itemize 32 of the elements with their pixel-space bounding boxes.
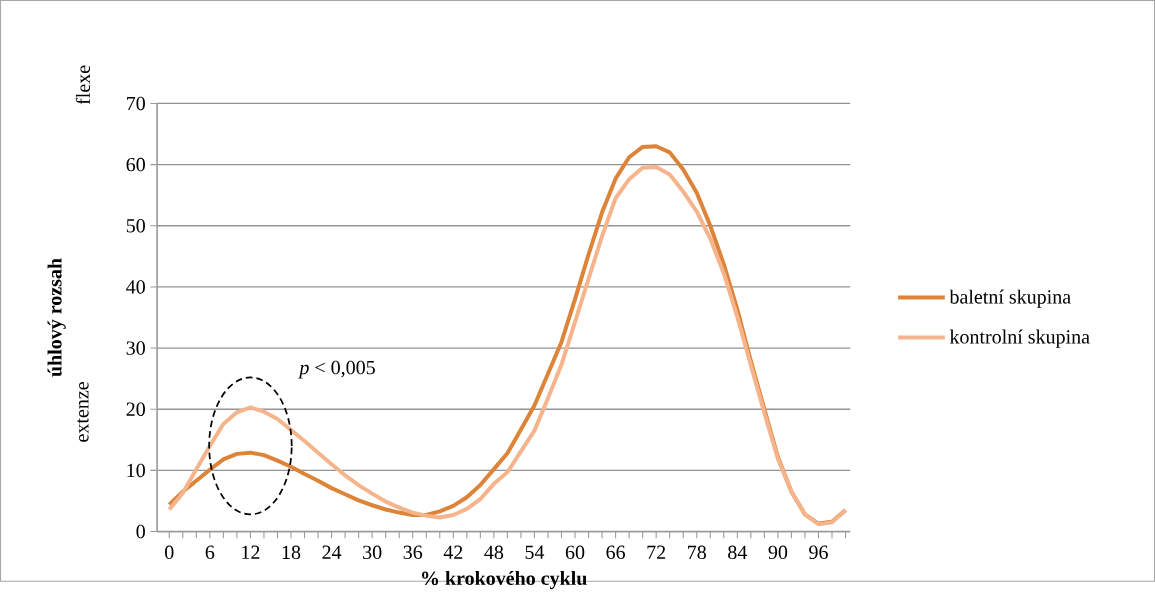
y-tick-label: 30: [126, 341, 145, 356]
x-tick-label: 24: [322, 545, 342, 560]
y-tick-label: 70: [127, 96, 145, 111]
text: extenze: [77, 382, 89, 442]
x-tick-label: 0: [165, 545, 174, 560]
x-tick-label: 30: [363, 545, 382, 560]
y-tick-label: 10: [127, 463, 145, 478]
x-tick-label: 18: [282, 545, 301, 560]
x-tick-label: 84: [728, 545, 748, 560]
y-tick-label: 50: [126, 219, 145, 233]
x-tick-label: 54: [525, 545, 545, 560]
x-tick-label: 48: [484, 545, 504, 560]
x-tick-label: 78: [688, 545, 706, 560]
annotation: p < 0,005: [298, 361, 375, 379]
x-tick-label: 12: [242, 545, 260, 560]
y-tick-label: 40: [126, 280, 145, 294]
x-tick-label: 66: [606, 545, 626, 560]
y-tick-label: 60: [126, 158, 145, 172]
y-tick-label: 20: [126, 402, 145, 417]
x-axis-title: % krokového cyklu: [421, 571, 587, 590]
y-axis-title: úhlový rozsah: [47, 258, 66, 377]
legend-label: baletní skupina: [949, 289, 1071, 308]
y-tick-label: 0: [136, 525, 145, 539]
x-tick-label: 36: [403, 545, 423, 560]
x-tick-label: 90: [768, 545, 788, 560]
x-tick-label: 72: [647, 545, 666, 560]
x-tick-label: 96: [809, 545, 828, 560]
legend-label: kontrolní skupina: [949, 329, 1090, 348]
text: flexe: [75, 65, 91, 105]
x-tick-label: 42: [443, 545, 463, 560]
x-tick-label: 60: [565, 545, 585, 560]
x-tick-label: 6: [205, 545, 215, 560]
